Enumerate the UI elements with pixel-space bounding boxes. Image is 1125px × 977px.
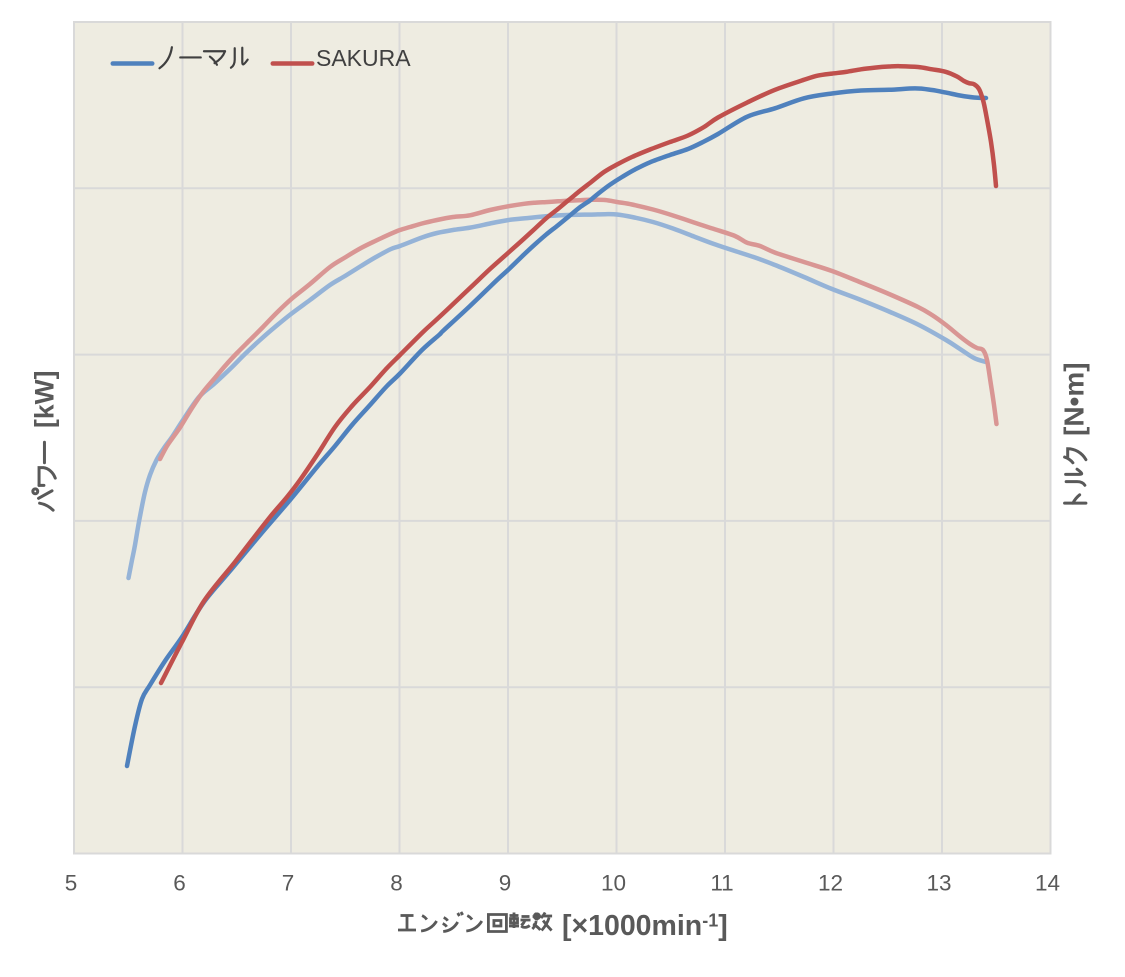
svg-text:9: 9 bbox=[499, 871, 512, 896]
svg-text:[N•m]: [N•m] bbox=[1059, 362, 1090, 436]
svg-text:11: 11 bbox=[710, 871, 733, 896]
svg-text:14: 14 bbox=[1035, 871, 1060, 896]
svg-text:6: 6 bbox=[173, 871, 186, 896]
svg-text:7: 7 bbox=[282, 871, 295, 896]
svg-text:13: 13 bbox=[926, 871, 951, 896]
svg-text:[kW]: [kW] bbox=[30, 371, 60, 428]
svg-text:10: 10 bbox=[601, 871, 626, 896]
svg-text:[×1000min-1]: [×1000min-1] bbox=[562, 910, 728, 942]
svg-text:5: 5 bbox=[65, 871, 78, 896]
svg-text:SAKURA: SAKURA bbox=[316, 45, 411, 71]
svg-text:12: 12 bbox=[818, 871, 843, 896]
svg-text:8: 8 bbox=[390, 871, 403, 896]
